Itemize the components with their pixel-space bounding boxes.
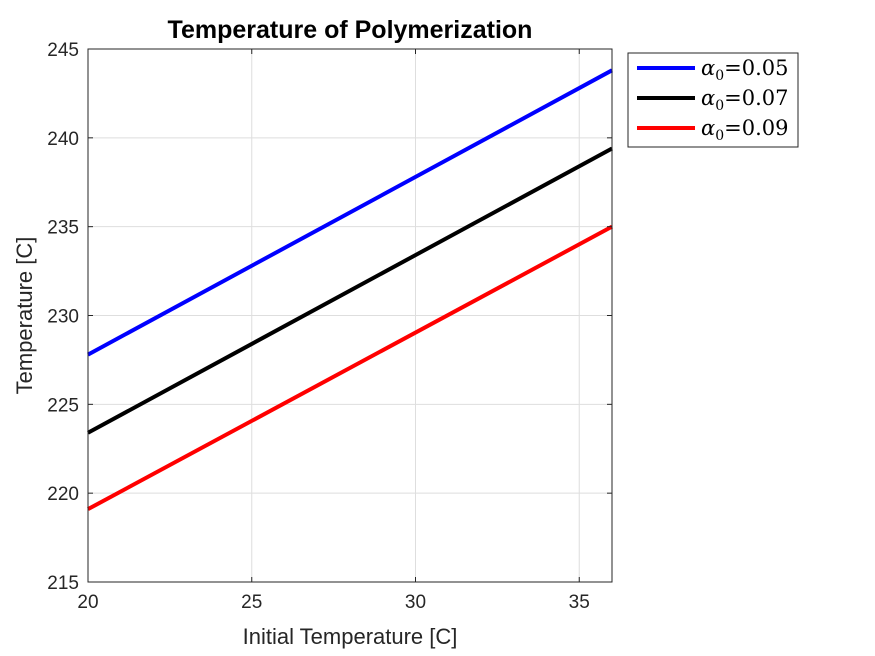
x-tick-label: 35 [569,592,590,613]
legend-label-1: α0=0.05 [701,56,788,84]
y-tick-label: 245 [47,40,79,61]
x-tick-label: 30 [405,592,426,613]
chart-title: Temperature of Polymerization [168,16,533,44]
y-tick-label: 235 [47,218,79,239]
y-tick-label: 240 [47,129,79,150]
y-tick-label: 215 [47,573,79,594]
axis-ticks: 20 25 30 35 215 220 225 230 235 240 245 [47,40,612,613]
legend-label-3: α0=0.09 [701,116,788,144]
x-tick-label: 25 [241,592,262,613]
grid [87,48,612,583]
y-tick-label: 220 [47,484,79,505]
y-tick-label: 230 [47,307,79,328]
y-axis-label: Temperature [C] [12,237,37,395]
x-axis-label: Initial Temperature [C] [243,624,458,649]
x-tick-label: 20 [77,592,98,613]
y-tick-label: 225 [47,395,79,416]
series-line-2 [87,146,613,435]
legend-label-2: α0=0.07 [701,86,788,114]
series-lines [87,68,613,511]
series-line-1 [87,68,613,357]
series-line-3 [87,224,613,511]
